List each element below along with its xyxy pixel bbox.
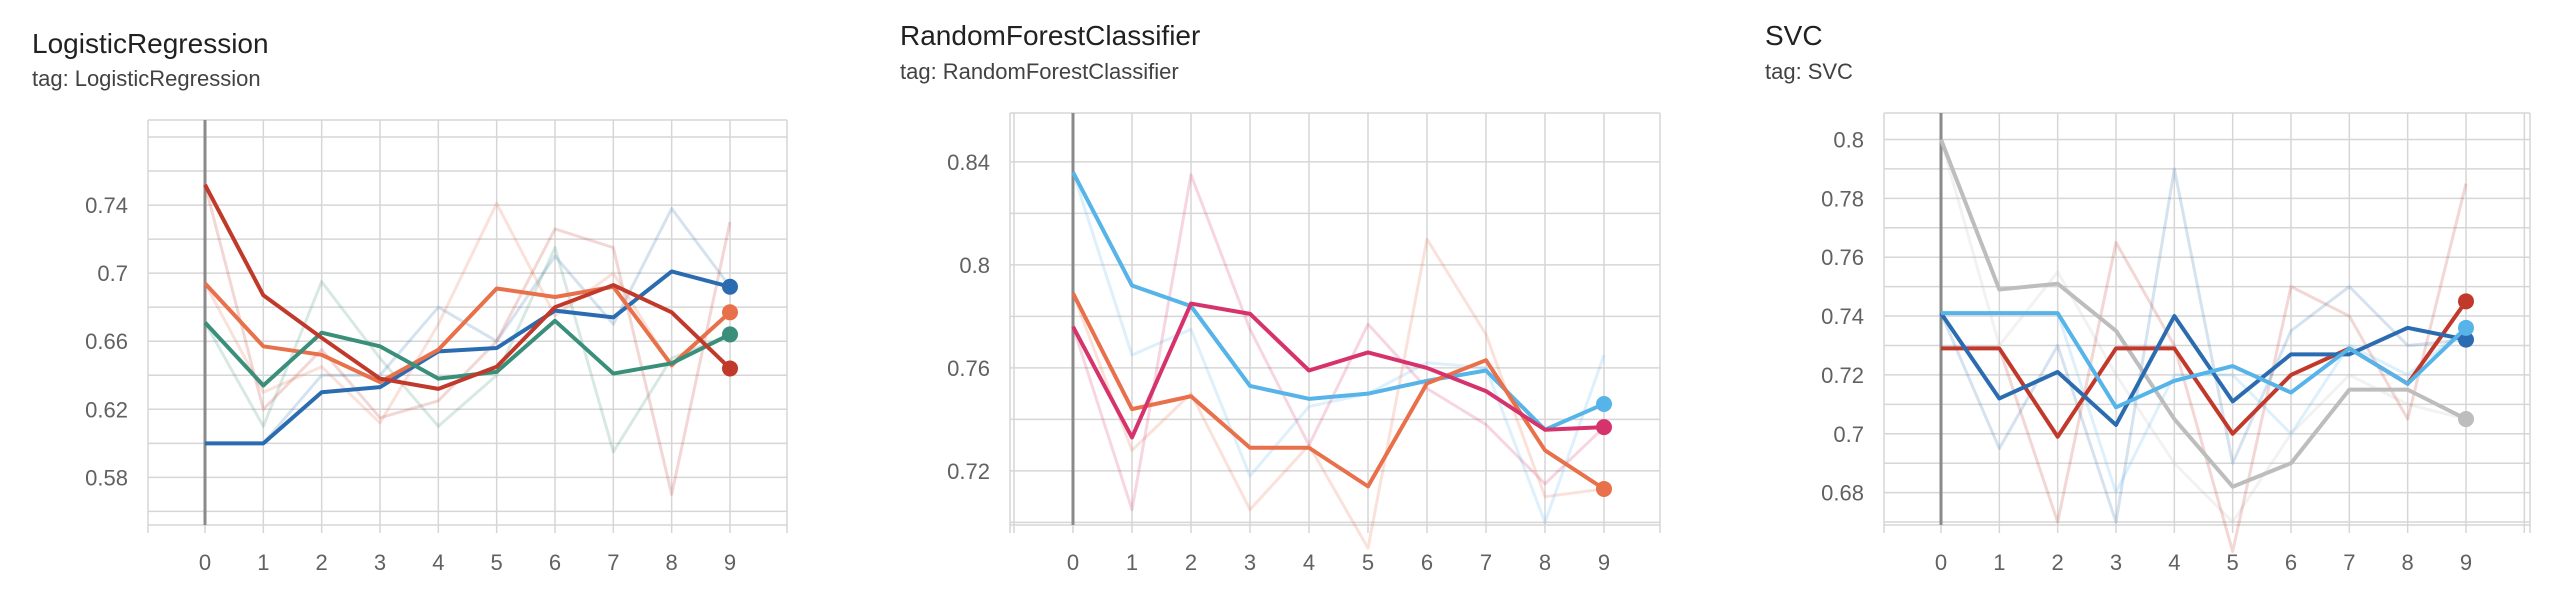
x-tick-label: 6: [2285, 550, 2297, 575]
tag-value: SVC: [1807, 59, 1853, 84]
x-tick-label: 9: [724, 550, 736, 575]
x-tick-label: 6: [1421, 550, 1433, 575]
series-raw-line: [1071, 171, 1606, 524]
chart-title: RandomForestClassifier: [900, 20, 1201, 51]
series-end-point[interactable]: [2458, 331, 2474, 348]
series-line[interactable]: [203, 318, 731, 388]
y-tick-label: 0.76: [947, 356, 990, 381]
series-raw-line: [1071, 237, 1605, 550]
tag-prefix: tag:: [32, 66, 69, 91]
x-tick-label: 2: [316, 550, 328, 575]
series-line[interactable]: [1071, 292, 1606, 491]
tag-prefix: tag:: [1765, 59, 1802, 84]
x-tick-label: 4: [2168, 550, 2180, 575]
x-tick-label: 1: [257, 550, 269, 575]
series-raw-line: [1941, 311, 2467, 495]
tag-value: LogisticRegression: [74, 66, 261, 91]
y-tick-label: 0.68: [1821, 481, 1864, 506]
x-tick-label: 3: [2110, 550, 2122, 575]
x-tick-label: 1: [1993, 550, 2005, 575]
x-tick-label: 6: [549, 550, 561, 575]
series-raw-line: [1071, 173, 1606, 512]
x-tick-label: 8: [2402, 550, 2414, 575]
y-tick-label: 0.76: [1821, 245, 1864, 270]
x-tick-label: 0: [199, 550, 211, 575]
x-tick-label: 5: [491, 550, 503, 575]
series-raw-line: [1941, 183, 2468, 553]
y-tick-label: 0.58: [85, 465, 128, 490]
y-tick-label: 0.7: [97, 261, 128, 286]
chart-tag: tag: RandomForestClassifier: [900, 59, 1179, 85]
grid: [1883, 112, 2531, 533]
x-tick-label: 3: [374, 550, 386, 575]
x-tick-label: 2: [2052, 550, 2064, 575]
series-raw-line: [1939, 139, 2467, 524]
x-tick-label: 2: [1185, 550, 1197, 575]
x-tick-label: 1: [1126, 550, 1138, 575]
chart-title: SVC: [1765, 20, 1823, 51]
series-raw-line: [205, 206, 732, 445]
series-line[interactable]: [205, 269, 731, 446]
series-line[interactable]: [1071, 301, 1605, 440]
tag-value: RandomForestClassifier: [942, 59, 1179, 84]
series-line[interactable]: [1939, 311, 2467, 427]
y-tick-label: 0.84: [947, 150, 990, 175]
x-tick-label: 4: [432, 550, 444, 575]
x-tick-label: 9: [2460, 550, 2472, 575]
x-tick-label: 0: [1935, 550, 1947, 575]
x-tick-label: 7: [1480, 550, 1492, 575]
series-end-point[interactable]: [2458, 411, 2474, 428]
y-tick-label: 0.8: [1833, 127, 1864, 152]
series-raw-line: [203, 246, 731, 454]
series-line[interactable]: [1941, 311, 2468, 410]
series-line[interactable]: [1939, 138, 2467, 489]
y-tick-label: 0.7: [1833, 422, 1864, 447]
tag-prefix: tag:: [900, 59, 937, 84]
y-tick-label: 0.78: [1821, 186, 1864, 211]
x-tick-label: 7: [2343, 550, 2355, 575]
x-tick-label: 5: [2227, 550, 2239, 575]
series-end-point[interactable]: [722, 304, 738, 321]
chart-tag: tag: SVC: [1765, 59, 1853, 85]
series-end-point[interactable]: [722, 360, 738, 377]
y-tick-label: 0.74: [1821, 304, 1864, 329]
series-raw-line: [203, 184, 732, 496]
y-tick-label: 0.72: [947, 459, 990, 484]
series-line[interactable]: [1071, 171, 1605, 432]
x-tick-label: 9: [1598, 550, 1610, 575]
y-tick-label: 0.66: [85, 329, 128, 354]
grid: [1009, 112, 1661, 533]
chart-title: LogisticRegression: [32, 28, 269, 59]
x-tick-label: 4: [1303, 550, 1315, 575]
x-tick-label: 8: [666, 550, 678, 575]
series-end-point[interactable]: [722, 326, 738, 343]
y-tick-label: 0.8: [959, 253, 990, 278]
series-end-point[interactable]: [2458, 293, 2474, 310]
series-raw-line: [203, 201, 732, 425]
x-tick-label: 0: [1067, 550, 1079, 575]
series-end-point[interactable]: [2458, 319, 2474, 336]
x-tick-label: 7: [607, 550, 619, 575]
x-tick-label: 3: [1244, 550, 1256, 575]
series-end-point[interactable]: [1596, 395, 1612, 412]
series-end-point[interactable]: [722, 278, 738, 295]
series-end-point[interactable]: [1596, 480, 1612, 497]
x-tick-label: 5: [1362, 550, 1374, 575]
y-tick-label: 0.74: [85, 193, 128, 218]
x-tick-label: 8: [1539, 550, 1551, 575]
y-tick-label: 0.72: [1821, 363, 1864, 388]
series-end-point[interactable]: [1596, 419, 1612, 436]
chart-tag: tag: LogisticRegression: [32, 66, 261, 92]
y-tick-label: 0.62: [85, 397, 128, 422]
series-line[interactable]: [203, 183, 732, 391]
series-line[interactable]: [203, 282, 732, 385]
series-raw-line: [1939, 167, 2467, 524]
